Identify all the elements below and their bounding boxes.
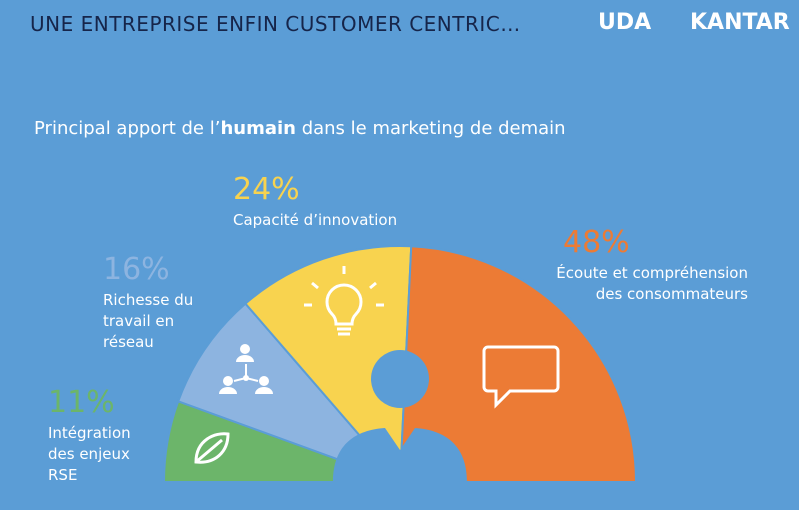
- subtitle-emphasis: humain: [220, 118, 296, 139]
- value-label: 16%: [103, 252, 170, 287]
- leaf-icon: [194, 432, 230, 464]
- bulb-icon: [304, 266, 384, 336]
- category-label: Richesse du travail en réseau: [103, 291, 194, 351]
- value-label: 24%: [233, 172, 300, 207]
- person-silhouette: [333, 350, 467, 482]
- wedge: [176, 302, 404, 485]
- value-label: 48%: [563, 225, 630, 260]
- logo-kantar: KANTAR: [690, 10, 790, 35]
- category-label: Intégration des enjeux RSE: [48, 424, 131, 484]
- page-title: UNE ENTREPRISE ENFIN CUSTOMER CENTRIC…: [30, 12, 521, 36]
- subtitle-part: dans le marketing de demain: [295, 118, 566, 139]
- icons: [194, 266, 560, 464]
- wedge: [398, 245, 638, 483]
- category-label: Capacité d’innovation: [233, 211, 398, 229]
- wedge: [244, 245, 413, 485]
- category-label: Écoute et compréhension des consommateur…: [556, 264, 748, 303]
- logo-uda: UDA: [598, 10, 652, 35]
- network-links: [233, 364, 259, 382]
- subtitle: Principal apport de l’humain dans le mar…: [34, 118, 566, 139]
- network-icon: [219, 344, 273, 394]
- value-label: 11%: [48, 385, 115, 420]
- speech-icon: [482, 345, 560, 409]
- subtitle-part: Principal apport de l’: [34, 118, 221, 139]
